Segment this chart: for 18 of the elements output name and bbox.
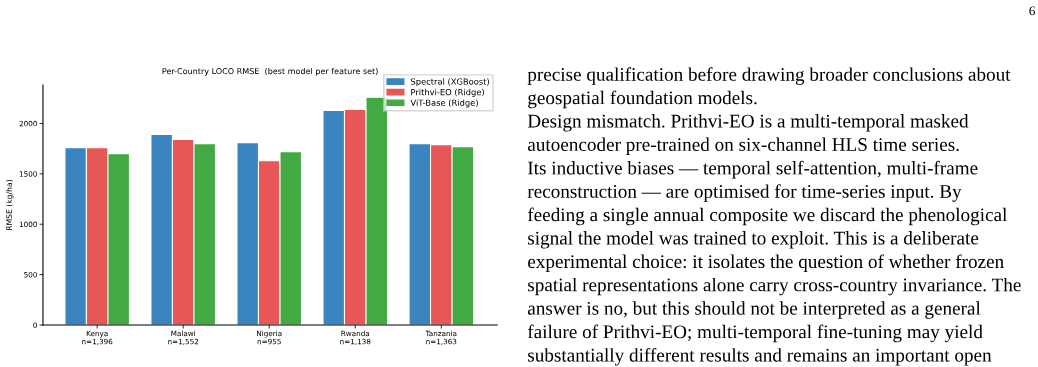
text: reconstruction — are optimised for time-series input. By [527,184,962,202]
text: substantially different results and remains an important open [528,347,992,366]
text: failure of Prithvi-EO; multi-temporal fine-tuning may yield [527,324,983,343]
legend-label: Spectral (XGBoost) [411,78,489,87]
text: geospatial foundation models. [528,90,757,109]
text: feeding a single annual composite we discard the phenological [527,207,1007,226]
text: answer is no, but this should not be interpreted as a general [527,301,981,319]
chart-title: Per-Country LOCO RMSE (best model per feature set) [162,67,378,76]
text: precise qualification before drawing broader conclusions about [527,67,1011,85]
text: Design mismatch. Prithvi-EO is a multi-temporal masked [527,114,969,132]
legend-label: Prithvi-EO (Ridge) [411,88,484,97]
text: experimental choice: it isolates the question of whether frozen [528,254,1004,272]
text: spatial representations alone carry cross-country invariance. The [528,277,1021,296]
text: signal the model was trained to exploit. This is a deliberate [528,231,979,249]
text: 6 [1029,6,1036,16]
legend-label: ViT-Base (Ridge) [410,99,478,108]
text: autoencoder pre-trained on six-channel HLS time series. [527,137,959,155]
text: Its inductive biases — temporal self-attention, multi-frame [528,160,978,179]
